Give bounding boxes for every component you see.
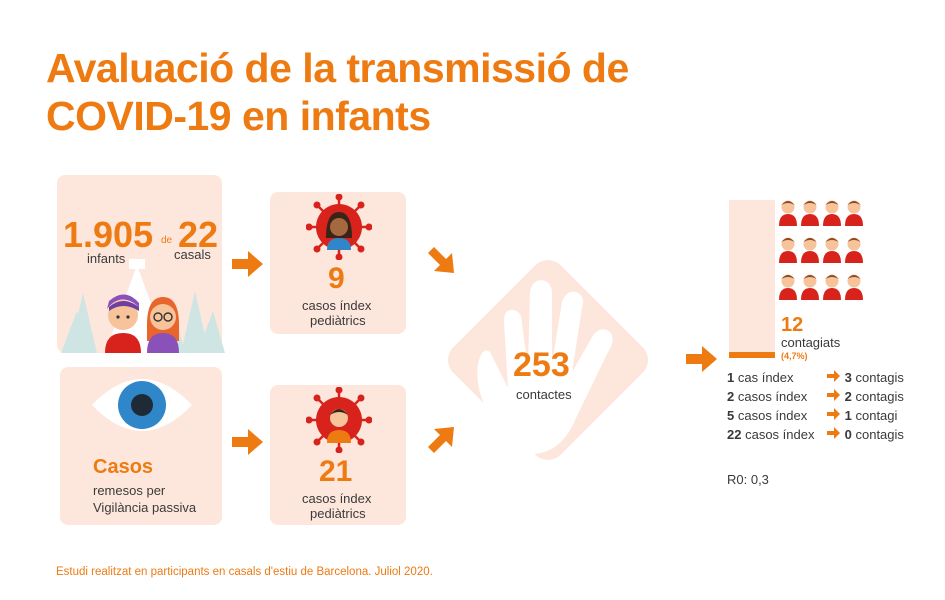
stats-row: 2 casos índex 2 contagis: [727, 387, 927, 406]
passive-line1: remesos per: [93, 483, 166, 498]
stats-result-count: 1: [844, 408, 852, 423]
arrow-right-icon: [827, 370, 840, 382]
r0-value: R0: 0,3: [727, 472, 769, 487]
stats-index-label: cas índex: [737, 370, 794, 385]
contacts-bar: [729, 200, 775, 358]
footnote: Estudi realitzat en participants en casa…: [56, 566, 433, 578]
virus-boy-icon: [306, 387, 372, 453]
kids-camp-illustration: [61, 259, 225, 353]
arrow-right-icon: [232, 251, 263, 277]
arrow-right-icon: [827, 389, 840, 401]
virus-girl-icon: [306, 194, 372, 260]
stats-index-label: casos índex: [737, 389, 808, 404]
stats-result-count: 3: [844, 370, 852, 385]
contacts-diamond: [447, 259, 649, 461]
arrow-up-right-icon: [428, 427, 454, 453]
casos-label: Casos: [93, 456, 154, 478]
stats-index-count: 5: [727, 408, 735, 423]
infected-kids-grid: [778, 198, 864, 310]
stats-index-count: 1: [727, 370, 735, 385]
infected-label: contagiats: [781, 335, 841, 350]
stats-result-count: 2: [844, 389, 852, 404]
stats-row: 5 casos índex 1 contagi: [727, 406, 927, 425]
index-bottom-line2: pediàtrics: [310, 506, 366, 521]
arrow-right-icon: [827, 408, 840, 420]
casals-label: casals: [174, 247, 211, 262]
infected-number: 12: [781, 314, 804, 336]
stats-index-label: casos índex: [737, 408, 808, 423]
de-label: de: [161, 235, 173, 246]
contacts-label: contactes: [516, 387, 572, 402]
stats-result-label: contagis: [855, 427, 904, 442]
casals-number: 22: [178, 214, 219, 255]
stats-result-count: 0: [844, 427, 852, 442]
stats-index-label: casos índex: [745, 427, 815, 442]
passive-line2: Vigilància passiva: [93, 500, 197, 515]
index-cases-top-card: 9 casos índex pediàtrics: [270, 192, 406, 334]
stats-result-label: contagis: [855, 389, 904, 404]
stats-result-label: contagi: [855, 408, 898, 423]
index-top-line2: pediàtrics: [310, 313, 366, 328]
eye-icon: [92, 379, 192, 431]
arrow-right-icon: [232, 429, 263, 455]
arrow-right-icon: [686, 346, 717, 372]
index-top-number: 9: [328, 262, 345, 295]
stats-row: 22 casos índex 0 contagis: [727, 425, 927, 444]
stats-result-label: contagis: [855, 370, 904, 385]
infants-number: 1.905: [63, 214, 154, 255]
page-title: Avaluació de la transmissió de COVID-19 …: [46, 45, 629, 139]
infants-label: infants: [87, 251, 126, 266]
infected-bar: [729, 352, 775, 358]
passive-surveillance-card: Casos remesos per Vigilància passiva: [60, 367, 222, 525]
arrow-right-icon: [827, 427, 840, 439]
stats-list: 1 cas índex 3 contagis 2 casos índex 2 c…: [727, 368, 927, 444]
stats-row: 1 cas índex 3 contagis: [727, 368, 927, 387]
contacts-number: 253: [513, 346, 570, 384]
index-bottom-number: 21: [319, 455, 353, 488]
arrow-down-right-icon: [428, 247, 454, 273]
stats-index-count: 2: [727, 389, 735, 404]
camps-card: 1.905 de 22 infants casals: [57, 175, 225, 353]
index-bottom-line1: casos índex: [302, 491, 372, 506]
index-top-line1: casos índex: [302, 298, 372, 313]
index-cases-bottom-card: 21 casos índex pediàtrics: [270, 385, 406, 525]
infected-percent: (4,7%): [781, 351, 808, 361]
stats-index-count: 22: [727, 427, 742, 442]
